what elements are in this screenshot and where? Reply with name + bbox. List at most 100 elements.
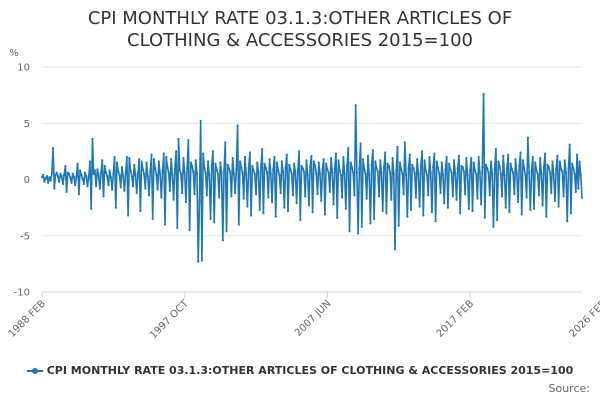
x-tick-label: 2017 FEB bbox=[435, 298, 477, 340]
data-point bbox=[557, 205, 560, 208]
data-point bbox=[241, 171, 244, 174]
data-point bbox=[504, 206, 507, 209]
data-point bbox=[428, 155, 431, 159]
data-point bbox=[438, 172, 441, 175]
data-point bbox=[492, 225, 495, 228]
data-point bbox=[508, 211, 511, 214]
data-point bbox=[409, 208, 413, 211]
data-point bbox=[305, 159, 308, 162]
data-point bbox=[465, 157, 468, 160]
data-point bbox=[209, 217, 212, 220]
data-point bbox=[381, 209, 384, 213]
data-point bbox=[542, 166, 545, 169]
data-point bbox=[337, 159, 340, 162]
data-point bbox=[177, 137, 180, 141]
data-point bbox=[345, 164, 349, 168]
data-point bbox=[194, 159, 197, 162]
data-point bbox=[224, 141, 227, 144]
chart-title-line-2: CLOTHING & ACCESSORIES 2015=100 bbox=[127, 30, 473, 51]
data-point bbox=[85, 175, 88, 178]
data-point bbox=[272, 168, 275, 171]
series-line bbox=[41, 93, 583, 263]
data-point bbox=[568, 143, 571, 146]
data-point bbox=[478, 171, 481, 174]
data-point bbox=[364, 172, 367, 175]
data-point bbox=[401, 172, 404, 175]
data-point bbox=[296, 169, 299, 172]
x-tick-label: 1988 FEB bbox=[7, 298, 49, 340]
y-tick-label: 0 bbox=[24, 175, 30, 186]
data-point bbox=[443, 202, 446, 205]
data-point bbox=[111, 188, 114, 191]
data-point bbox=[333, 167, 336, 170]
data-point bbox=[464, 193, 467, 196]
data-point bbox=[67, 172, 71, 175]
data-point bbox=[149, 170, 152, 173]
data-point bbox=[120, 166, 124, 169]
data-series bbox=[40, 92, 584, 263]
data-point bbox=[494, 148, 497, 151]
data-point bbox=[48, 176, 51, 179]
data-point bbox=[50, 172, 53, 175]
data-point bbox=[331, 171, 334, 174]
data-point bbox=[315, 172, 318, 175]
data-point bbox=[574, 190, 577, 193]
data-point bbox=[262, 212, 265, 215]
data-point bbox=[436, 167, 440, 170]
data-point bbox=[226, 163, 229, 166]
data-point bbox=[385, 212, 388, 215]
data-point bbox=[370, 163, 373, 166]
data-point bbox=[146, 175, 149, 178]
data-point bbox=[291, 194, 295, 197]
data-point bbox=[496, 218, 499, 222]
data-point bbox=[200, 259, 204, 262]
data-point bbox=[229, 170, 232, 173]
data-point bbox=[238, 160, 242, 163]
data-point bbox=[45, 175, 49, 178]
data-point bbox=[131, 185, 135, 188]
data-point bbox=[482, 92, 485, 96]
data-point bbox=[344, 207, 347, 210]
data-point bbox=[451, 195, 454, 198]
data-point bbox=[125, 155, 128, 159]
data-point bbox=[258, 208, 261, 211]
data-point bbox=[99, 171, 103, 174]
data-point bbox=[122, 175, 125, 178]
data-point bbox=[317, 161, 320, 164]
data-point bbox=[429, 171, 432, 174]
data-point bbox=[541, 204, 544, 207]
data-point bbox=[498, 164, 501, 168]
x-tick-label: 2007 JUN bbox=[293, 298, 334, 339]
data-point bbox=[318, 172, 322, 175]
data-point bbox=[178, 169, 181, 172]
data-point bbox=[551, 160, 554, 163]
data-point bbox=[188, 229, 191, 232]
data-point bbox=[231, 157, 234, 160]
data-point bbox=[580, 196, 584, 199]
data-point bbox=[206, 160, 210, 163]
data-point bbox=[320, 199, 323, 202]
data-point bbox=[483, 216, 486, 219]
data-point bbox=[74, 184, 77, 187]
data-point bbox=[106, 175, 109, 178]
data-point bbox=[214, 162, 217, 165]
y-axis-label: % bbox=[9, 48, 19, 59]
chart-title-line-1: CPI MONTHLY RATE 03.1.3:OTHER ARTICLES O… bbox=[87, 8, 513, 29]
data-point bbox=[444, 168, 447, 171]
data-point bbox=[448, 162, 451, 165]
data-point bbox=[227, 167, 231, 170]
data-point bbox=[161, 169, 164, 172]
data-point bbox=[359, 142, 362, 145]
data-point bbox=[462, 170, 466, 173]
data-point bbox=[323, 213, 327, 216]
legend[interactable]: CPI MONTHLY RATE 03.1.3:OTHER ARTICLES O… bbox=[0, 364, 600, 377]
data-point bbox=[432, 166, 435, 169]
data-point bbox=[297, 150, 301, 153]
data-point bbox=[213, 221, 216, 224]
data-point bbox=[289, 168, 292, 171]
data-point bbox=[77, 193, 80, 196]
data-point bbox=[509, 162, 512, 165]
data-point bbox=[218, 196, 221, 199]
data-point bbox=[390, 198, 393, 201]
data-point bbox=[232, 172, 235, 175]
